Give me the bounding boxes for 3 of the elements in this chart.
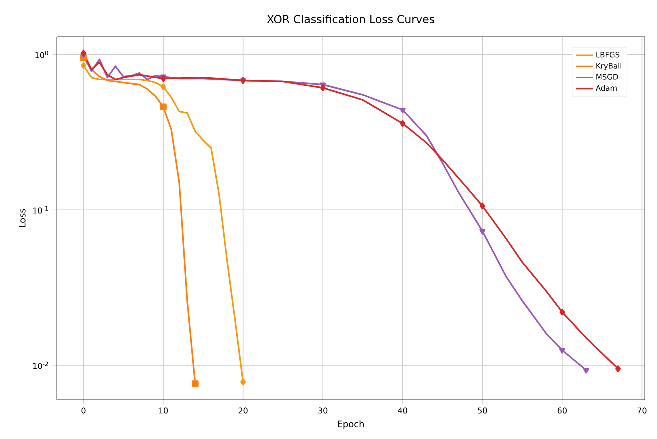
x-axis-title: Epoch [338,420,364,430]
chart-title: XOR Classification Loss Curves [267,15,435,24]
y-axis-title: Loss [19,209,26,228]
